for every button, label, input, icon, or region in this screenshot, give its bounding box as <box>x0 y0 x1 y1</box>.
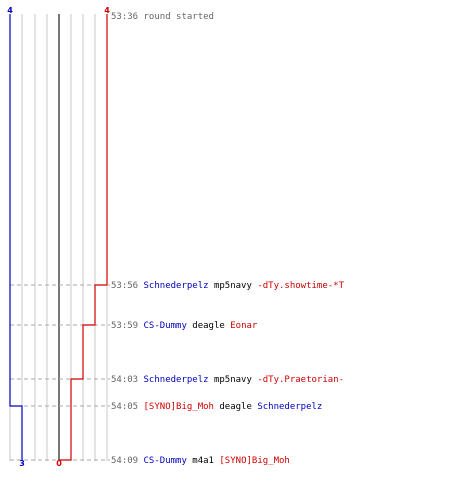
event-victim: Schnederpelz <box>257 402 322 412</box>
grid-lines <box>9 14 108 461</box>
event-time: 54:05 <box>111 402 144 412</box>
score-step-lines <box>9 14 108 461</box>
event-victim: Eonar <box>230 321 258 331</box>
event-log: 53:36 round started 53:56 Schnederpelz mp… <box>111 12 345 466</box>
event-weapon: mp5navy <box>214 375 257 385</box>
event-victim: -dTy.showtime-*T <box>257 281 344 291</box>
event-row: 54:09 CS-Dummy m4a1 [SYNO]Big_Moh <box>111 456 290 466</box>
event-row: 53:36 round started <box>111 12 214 22</box>
event-killer: [SYNO]Big_Moh <box>144 402 220 412</box>
event-time: 53:59 <box>111 321 144 331</box>
blue-score-line <box>9 14 23 460</box>
blue-end-score: 3 <box>19 459 25 468</box>
blue-start-score: 4 <box>7 6 13 15</box>
event-killer: Schnederpelz <box>144 375 214 385</box>
event-row: 53:59 CS-Dummy deagle Eonar <box>111 321 258 331</box>
event-time: 54:03 <box>111 375 144 385</box>
event-killer: CS-Dummy <box>144 456 193 466</box>
event-weapon: deagle <box>192 321 230 331</box>
event-victim: -dTy.Praetorian- <box>257 375 344 385</box>
event-weapon: deagle <box>219 402 257 412</box>
event-weapon: mp5navy <box>214 281 257 291</box>
event-killer: Schnederpelz <box>144 281 214 291</box>
event-text: round started <box>144 12 214 22</box>
red-score-line <box>59 14 108 461</box>
event-killer: CS-Dummy <box>144 321 193 331</box>
event-row: 54:05 [SYNO]Big_Moh deagle Schnederpelz <box>111 402 322 412</box>
event-weapon: m4a1 <box>192 456 219 466</box>
event-row: 53:56 Schnederpelz mp5navy -dTy.showtime… <box>111 281 345 291</box>
event-victim: [SYNO]Big_Moh <box>219 456 289 466</box>
event-time: 53:36 <box>111 12 144 22</box>
red-start-score: 4 <box>104 6 110 15</box>
event-row: 54:03 Schnederpelz mp5navy -dTy.Praetori… <box>111 375 344 385</box>
red-end-score: 0 <box>56 459 62 468</box>
event-time: 53:56 <box>111 281 144 291</box>
event-time: 54:09 <box>111 456 144 466</box>
